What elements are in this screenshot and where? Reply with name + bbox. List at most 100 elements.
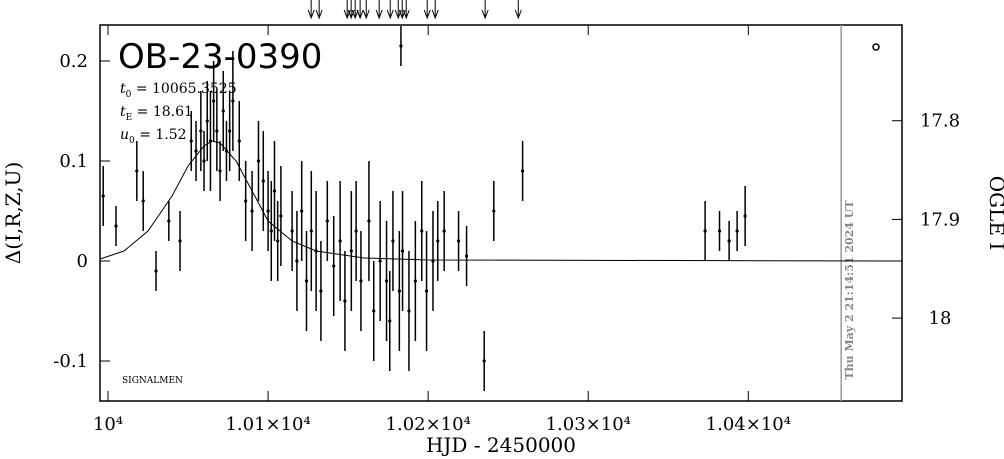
data-point	[399, 44, 403, 48]
data-point	[343, 299, 347, 303]
param-subscript: 0	[129, 136, 135, 146]
chart-title: OB-23-0390	[118, 37, 322, 77]
data-point	[332, 264, 336, 268]
data-point	[431, 259, 435, 263]
data-point	[436, 239, 440, 243]
data-point	[237, 139, 241, 143]
data-point	[456, 239, 461, 243]
data-point	[735, 229, 739, 233]
data-point	[244, 199, 248, 203]
data-point	[391, 239, 395, 243]
data-point	[420, 229, 424, 233]
param-subscript: E	[126, 113, 133, 123]
data-point	[224, 149, 229, 153]
data-point	[521, 169, 525, 173]
param-symbol: t	[120, 81, 126, 97]
epoch-arrow	[307, 0, 315, 20]
data-point	[378, 259, 382, 263]
data-point	[325, 219, 329, 223]
data-point	[442, 229, 446, 233]
data-point	[424, 289, 429, 293]
symbol-marker	[872, 43, 880, 51]
plot-frame	[99, 24, 903, 402]
param-subscript: 0	[126, 90, 132, 100]
data-point	[338, 239, 342, 243]
data-point	[309, 229, 313, 233]
data-point	[167, 219, 171, 223]
note: SIGNALMEN	[122, 376, 183, 386]
x-tick-label: 10⁴	[93, 414, 123, 435]
data-point	[743, 214, 747, 218]
epoch-arrow	[347, 0, 355, 20]
y-tick-label: 0	[77, 251, 88, 272]
y-tick-label: -0.1	[53, 351, 88, 372]
x-tick-label: 1.02×10⁴	[386, 414, 471, 435]
epoch-arrow	[343, 0, 351, 20]
data-point	[319, 289, 323, 293]
data-point	[407, 309, 411, 313]
param-value: = 18.61	[132, 104, 193, 120]
data-point	[349, 249, 353, 253]
data-point	[212, 99, 216, 103]
data-point	[388, 319, 392, 323]
data-point	[367, 219, 371, 223]
data-point	[397, 289, 401, 293]
data-point	[400, 249, 405, 253]
data-point	[295, 259, 299, 263]
epoch-arrow	[315, 0, 323, 20]
param: u0 = 1.52	[120, 127, 187, 146]
param-value: = 10065.3525	[131, 81, 236, 97]
data-point	[261, 179, 265, 183]
data-point	[276, 239, 280, 243]
data-point	[135, 169, 139, 173]
epoch-arrow	[398, 0, 406, 20]
epoch-arrow	[362, 0, 370, 20]
data-point	[304, 279, 309, 283]
y2-tick-label: 17.8	[920, 111, 960, 132]
data-point	[384, 279, 389, 283]
epoch-arrow	[431, 0, 439, 20]
y-tick-label: 0.1	[59, 151, 88, 172]
timestamp: Thu May 2 21:14:51 2024 UT	[843, 200, 856, 380]
data-point	[228, 129, 232, 133]
data-point	[300, 209, 304, 213]
param: tE = 18.61	[120, 104, 193, 123]
param-symbol: u	[120, 127, 129, 143]
data-point	[413, 279, 417, 283]
epoch-arrow	[514, 0, 522, 20]
data-point	[354, 229, 358, 233]
data-point	[114, 224, 118, 228]
epoch-arrow	[356, 0, 364, 20]
y2-tick-label: 17.9	[920, 209, 960, 230]
data-point	[717, 229, 722, 233]
epoch-arrow	[423, 0, 431, 20]
data-point	[205, 119, 209, 123]
data-point	[482, 359, 486, 363]
data-point	[703, 229, 707, 233]
data-point	[101, 194, 105, 198]
y-tick-label: 0.2	[59, 51, 88, 72]
data-point	[178, 239, 182, 243]
data-point	[215, 129, 219, 133]
data-point	[359, 279, 363, 283]
data-point	[314, 249, 318, 253]
data-point	[208, 139, 213, 143]
param: t0 = 10065.3525	[120, 81, 237, 100]
data-point	[231, 99, 235, 103]
data-point	[256, 159, 261, 163]
x-tick-label: 1.01×10⁴	[225, 414, 310, 435]
data-point	[272, 189, 277, 193]
data-point	[250, 209, 254, 213]
epoch-arrow	[394, 0, 402, 20]
param-symbol: t	[120, 104, 126, 120]
data-point	[194, 149, 198, 153]
data-point	[372, 309, 376, 313]
x-tick-label: 1.04×10⁴	[706, 414, 791, 435]
data-point	[290, 229, 294, 233]
epoch-arrow	[351, 0, 359, 20]
data-point	[727, 239, 731, 243]
y-axis-label: Δ(I,R,Z,U)	[1, 162, 25, 264]
data-point	[269, 229, 273, 233]
